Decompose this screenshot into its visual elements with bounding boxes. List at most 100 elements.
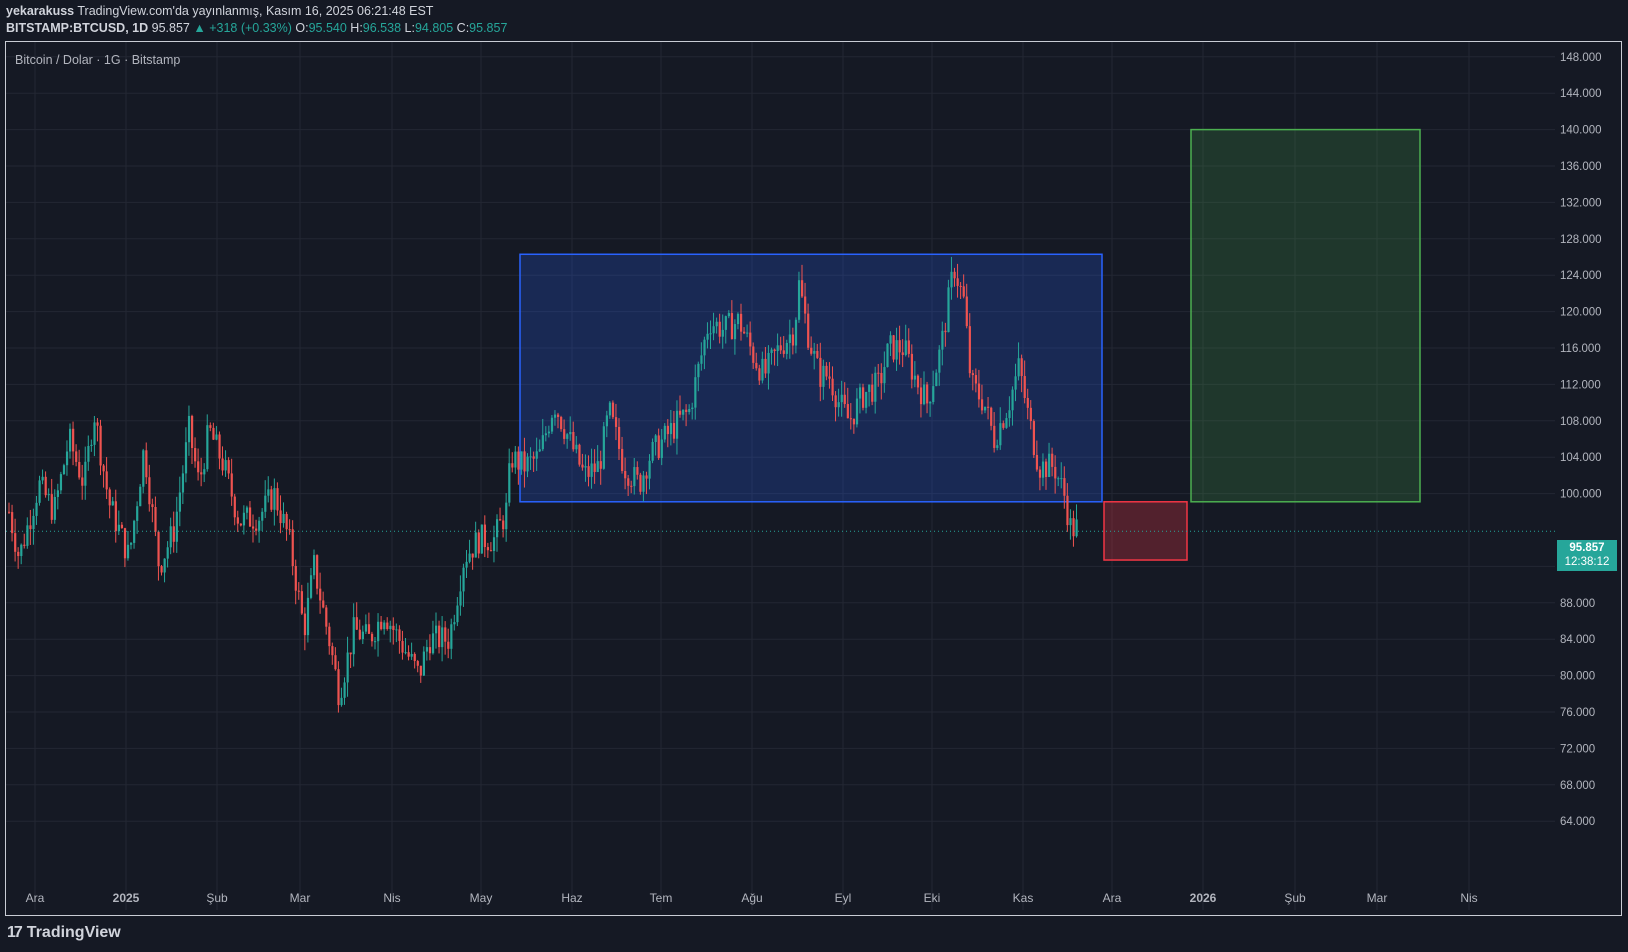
candle-body xyxy=(383,622,386,630)
candle-body xyxy=(142,450,145,487)
candle-body xyxy=(309,575,313,598)
candle-body xyxy=(14,533,17,552)
chart-frame xyxy=(5,41,1622,916)
open-label: O: xyxy=(295,21,309,35)
y-tick-label: 128.000 xyxy=(1560,234,1602,246)
candle-body xyxy=(422,651,425,676)
candle-body xyxy=(801,280,804,297)
x-tick-label: Tem xyxy=(650,891,673,905)
candle-body xyxy=(276,488,279,511)
candle-body xyxy=(172,526,175,542)
candle-body xyxy=(84,461,87,486)
candle-body xyxy=(1020,358,1023,377)
candle-body xyxy=(990,407,993,426)
candle-body xyxy=(532,456,535,459)
candle-body xyxy=(136,506,139,521)
candle-body xyxy=(843,394,846,405)
candle-body xyxy=(166,547,169,559)
candle-body xyxy=(502,520,505,530)
candle-body xyxy=(557,414,560,417)
candle-body xyxy=(767,352,770,374)
x-tick-label: Şub xyxy=(1284,891,1306,905)
x-tick-label: Şub xyxy=(206,891,228,905)
candle-body xyxy=(700,355,703,364)
x-tick-label: Haz xyxy=(561,891,582,905)
candle-body xyxy=(386,622,389,630)
y-tick-label: 68.000 xyxy=(1560,780,1595,792)
candle-body xyxy=(526,456,529,472)
candle-body xyxy=(877,372,880,374)
candle-body xyxy=(596,461,599,472)
candle-body xyxy=(624,470,627,479)
candle-body xyxy=(538,449,541,452)
candle-body xyxy=(797,280,801,320)
candle-body xyxy=(901,352,904,355)
candle-body xyxy=(807,313,810,348)
candle-body xyxy=(78,461,81,478)
candle-body xyxy=(364,624,368,632)
candle-body xyxy=(929,401,932,404)
candle-body xyxy=(11,512,14,534)
x-tick-label: Mar xyxy=(290,891,311,905)
candle-body xyxy=(480,524,483,554)
stop-box xyxy=(1103,501,1188,561)
candle-body xyxy=(956,278,959,286)
candle-body xyxy=(520,451,523,470)
candle-body xyxy=(788,334,791,343)
candle-body xyxy=(99,425,102,466)
candle-body xyxy=(328,626,331,647)
candle-body xyxy=(489,550,493,552)
candle-body xyxy=(447,641,450,649)
tradingview-logo[interactable]: 17 TradingView xyxy=(7,924,121,942)
candle-body xyxy=(1005,418,1008,428)
candle-body xyxy=(75,451,78,462)
candle-body xyxy=(685,409,688,413)
candle-body xyxy=(242,512,246,526)
candle-body xyxy=(96,422,99,426)
candle-body xyxy=(517,451,520,470)
y-tick-label: 88.000 xyxy=(1560,598,1595,610)
candle-body xyxy=(209,425,212,428)
candle-body xyxy=(200,472,203,475)
candle-body xyxy=(258,520,261,531)
candle-body xyxy=(1041,461,1045,478)
candle-body xyxy=(285,513,288,530)
y-tick-label: 136.000 xyxy=(1560,161,1602,173)
candle-body xyxy=(282,513,285,524)
candle-body xyxy=(630,485,633,487)
candle-body xyxy=(550,417,554,432)
candle-body xyxy=(834,395,837,408)
candle-body xyxy=(133,520,136,543)
candle-body xyxy=(715,321,718,327)
candle-body xyxy=(29,525,32,530)
candle-body xyxy=(941,330,944,350)
candle-body xyxy=(999,423,1002,446)
candle-body xyxy=(883,367,886,384)
candle-body xyxy=(438,625,441,648)
ohlc-line: BITSTAMP:BTCUSD, 1D 95.857 ▲ +318 (+0.33… xyxy=(6,21,507,35)
candle-body xyxy=(279,510,282,524)
candle-body xyxy=(1011,389,1014,411)
candle-body xyxy=(407,652,410,657)
candle-body xyxy=(404,652,407,654)
candle-body xyxy=(1045,461,1048,478)
candle-body xyxy=(740,313,743,332)
candle-body xyxy=(233,496,236,518)
candle-body xyxy=(1017,358,1020,377)
candle-body xyxy=(825,365,828,377)
x-tick-label: Nis xyxy=(383,891,400,905)
candle-body xyxy=(1069,518,1072,526)
candle-body xyxy=(126,544,130,559)
candle-body xyxy=(755,362,758,369)
author-name[interactable]: yekarakuss xyxy=(6,4,75,18)
candle-body xyxy=(865,391,868,408)
candle-body xyxy=(1002,423,1005,428)
bar-countdown: 12:38:12 xyxy=(1564,556,1610,568)
candle-body xyxy=(675,410,679,439)
candle-body xyxy=(334,655,337,670)
candle-body xyxy=(669,423,673,435)
candle-body xyxy=(395,629,398,631)
candle-body xyxy=(56,490,59,497)
candle-body xyxy=(450,624,453,649)
